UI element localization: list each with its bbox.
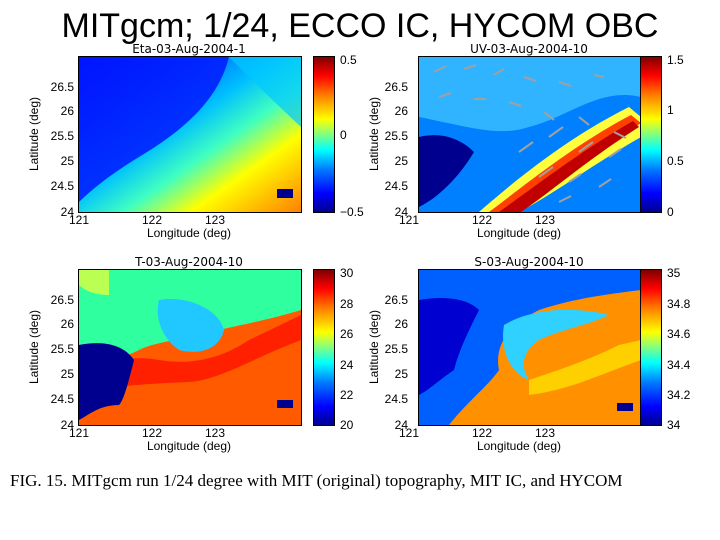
colorbar-tick: 30 bbox=[340, 266, 354, 280]
y-tick: 24.5 bbox=[50, 179, 74, 193]
y-tick: 26 bbox=[60, 104, 74, 118]
colorbar-tick: 1 bbox=[667, 103, 674, 117]
y-tick: 25 bbox=[60, 367, 74, 381]
colorbar bbox=[640, 56, 662, 213]
x-axis-label: Longitude (deg) bbox=[476, 226, 562, 240]
slide-title: MITgcm; 1/24, ECCO IC, HYCOM OBC bbox=[61, 7, 659, 45]
y-tick: 26.5 bbox=[384, 293, 408, 307]
colorbar-tick: 0.5 bbox=[340, 53, 357, 67]
panel-title: UV-03-Aug-2004-10 bbox=[470, 42, 588, 56]
salinity-map bbox=[418, 269, 642, 426]
y-tick: 25 bbox=[394, 154, 408, 168]
temperature-panel: T-03-Aug-2004-10 Latitude (deg) 26.5 26 … bbox=[0, 253, 360, 468]
colorbar-tick: 34.2 bbox=[667, 388, 691, 402]
y-tick: 24 bbox=[60, 205, 74, 219]
y-tick: 26.5 bbox=[50, 80, 74, 94]
colorbar-tick: 26 bbox=[340, 327, 354, 341]
y-axis-label: Latitude (deg) bbox=[27, 309, 41, 384]
y-tick: 26.5 bbox=[50, 293, 74, 307]
y-tick: 24.5 bbox=[384, 392, 408, 406]
panel-title: Eta-03-Aug-2004-1 bbox=[132, 42, 246, 56]
y-tick: 25.5 bbox=[384, 129, 408, 143]
colorbar-tick: 34 bbox=[667, 418, 681, 432]
y-tick: 24.5 bbox=[384, 179, 408, 193]
y-tick: 24 bbox=[60, 418, 74, 432]
colorbar bbox=[640, 269, 662, 426]
x-axis-label: Longitude (deg) bbox=[146, 439, 232, 453]
figure-caption: FIG. 15. MITgcm run 1/24 degree with MIT… bbox=[10, 471, 623, 490]
colorbar-tick: 1.5 bbox=[667, 53, 684, 67]
y-tick: 24 bbox=[394, 418, 408, 432]
x-tick: 122 bbox=[471, 426, 493, 440]
y-tick: 26 bbox=[394, 104, 408, 118]
x-tick: 123 bbox=[204, 426, 226, 440]
y-tick: 25.5 bbox=[50, 342, 74, 356]
colorbar-tick: 0.5 bbox=[667, 154, 684, 168]
x-tick: 122 bbox=[141, 426, 163, 440]
colorbar-tick: 35 bbox=[667, 266, 681, 280]
y-tick: 25 bbox=[60, 154, 74, 168]
y-tick: 25.5 bbox=[50, 129, 74, 143]
x-tick: 122 bbox=[471, 213, 493, 227]
colorbar-tick: 20 bbox=[340, 418, 354, 432]
colorbar-tick: 34.4 bbox=[667, 358, 691, 372]
panel-title: T-03-Aug-2004-10 bbox=[135, 255, 243, 269]
colorbar-tick: 22 bbox=[340, 388, 354, 402]
colorbar-tick: 28 bbox=[340, 297, 354, 311]
y-tick: 24.5 bbox=[50, 392, 74, 406]
panel-title: S-03-Aug-2004-10 bbox=[474, 255, 584, 269]
colorbar bbox=[313, 56, 335, 213]
x-tick: 121 bbox=[68, 426, 90, 440]
x-tick: 121 bbox=[68, 213, 90, 227]
y-tick: 26.5 bbox=[384, 80, 408, 94]
y-tick: 25.5 bbox=[384, 342, 408, 356]
eta-map bbox=[78, 56, 302, 213]
salinity-panel: S-03-Aug-2004-10 Latitude (deg) 26.5 26 … bbox=[340, 253, 700, 468]
y-tick: 24 bbox=[394, 205, 408, 219]
colorbar-tick: −0.5 bbox=[340, 205, 364, 219]
x-axis-label: Longitude (deg) bbox=[476, 439, 562, 453]
y-tick: 25 bbox=[394, 367, 408, 381]
x-axis-label: Longitude (deg) bbox=[146, 226, 232, 240]
temperature-map bbox=[78, 269, 302, 426]
colorbar-tick: 0 bbox=[340, 128, 347, 142]
uv-panel: UV-03-Aug-2004-10 Latitude (deg) 26.5 26… bbox=[340, 40, 700, 255]
y-tick: 26 bbox=[60, 317, 74, 331]
uv-map bbox=[418, 56, 642, 213]
colorbar-tick: 0 bbox=[667, 205, 674, 219]
colorbar-tick: 34.6 bbox=[667, 327, 691, 341]
colorbar-tick: 34.8 bbox=[667, 297, 691, 311]
x-tick: 121 bbox=[398, 213, 420, 227]
y-tick: 26 bbox=[394, 317, 408, 331]
x-tick: 123 bbox=[534, 213, 556, 227]
x-tick: 123 bbox=[204, 213, 226, 227]
x-tick: 123 bbox=[534, 426, 556, 440]
eta-panel: Eta-03-Aug-2004-1 Latitude (deg) 26.5 26… bbox=[0, 40, 364, 255]
x-tick: 121 bbox=[398, 426, 420, 440]
colorbar-tick: 24 bbox=[340, 358, 354, 372]
y-axis-label: Latitude (deg) bbox=[27, 96, 41, 171]
colorbar bbox=[313, 269, 335, 426]
x-tick: 122 bbox=[141, 213, 163, 227]
